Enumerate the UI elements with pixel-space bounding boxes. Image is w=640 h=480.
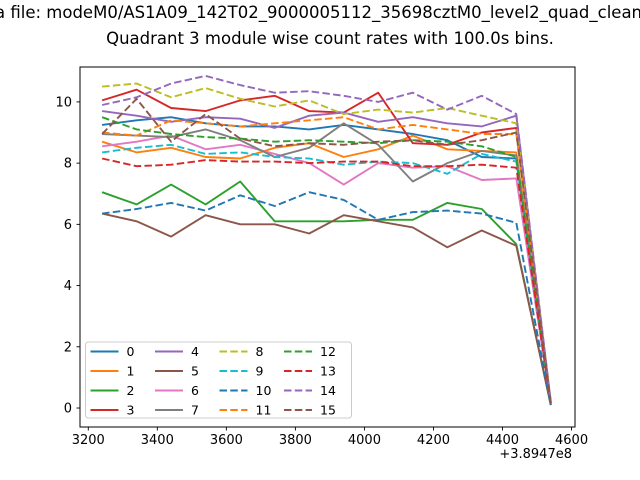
legend-label-9: 9 xyxy=(256,364,264,379)
legend-label-3: 3 xyxy=(127,403,135,418)
y-tick-label: 10 xyxy=(55,95,72,110)
legend-box xyxy=(85,341,352,419)
legend-label-8: 8 xyxy=(256,344,264,359)
series-line-10 xyxy=(101,191,552,406)
series-line-5 xyxy=(101,212,552,406)
series-line-14 xyxy=(101,74,552,403)
series-line-1 xyxy=(101,134,552,404)
legend-label-4: 4 xyxy=(191,344,199,359)
legend-label-10: 10 xyxy=(256,383,272,398)
legend-label-5: 5 xyxy=(191,364,199,379)
legend-label-11: 11 xyxy=(256,403,272,418)
legend-label-7: 7 xyxy=(191,403,199,418)
series-line-12 xyxy=(101,116,552,404)
y-tick-label: 8 xyxy=(64,157,72,172)
series-line-2 xyxy=(101,180,552,406)
legend-label-0: 0 xyxy=(127,344,135,359)
legend-label-12: 12 xyxy=(320,344,336,359)
x-axis-offset-label: +3.8947e8 xyxy=(499,447,572,462)
series-line-3 xyxy=(101,88,552,404)
legend-label-13: 13 xyxy=(320,364,336,379)
x-tick-label: 4400 xyxy=(486,433,519,448)
x-tick-label: 3600 xyxy=(210,433,243,448)
series-line-9 xyxy=(101,143,552,404)
x-tick-label: 4000 xyxy=(348,433,381,448)
series-line-8 xyxy=(102,82,552,403)
series-line-13 xyxy=(101,157,552,404)
legend-label-6: 6 xyxy=(191,383,199,398)
x-tick-label: 3800 xyxy=(279,433,312,448)
y-tick-label: 2 xyxy=(64,340,72,355)
legend-label-2: 2 xyxy=(127,383,135,398)
series-line-0 xyxy=(101,116,552,404)
series-line-7 xyxy=(102,122,552,404)
figure-suptitle: a file: modeM0/AS1A09_142T02_9000005112_… xyxy=(0,3,640,22)
legend-label-1: 1 xyxy=(127,364,135,379)
legend-label-15: 15 xyxy=(320,403,336,418)
x-tick-label: 4600 xyxy=(555,433,588,448)
series-line-11 xyxy=(102,116,552,404)
y-tick-label: 4 xyxy=(64,279,72,294)
x-tick-label: 3200 xyxy=(72,433,105,448)
y-tick-label: 0 xyxy=(64,402,72,417)
legend-label-14: 14 xyxy=(320,383,336,398)
axes-frame xyxy=(79,66,576,428)
y-tick-label: 6 xyxy=(64,218,72,233)
series-line-15 xyxy=(101,97,552,404)
x-tick-label: 4200 xyxy=(417,433,450,448)
x-tick-label: 3400 xyxy=(141,433,174,448)
chart-title: Quadrant 3 module wise count rates with … xyxy=(106,29,554,48)
